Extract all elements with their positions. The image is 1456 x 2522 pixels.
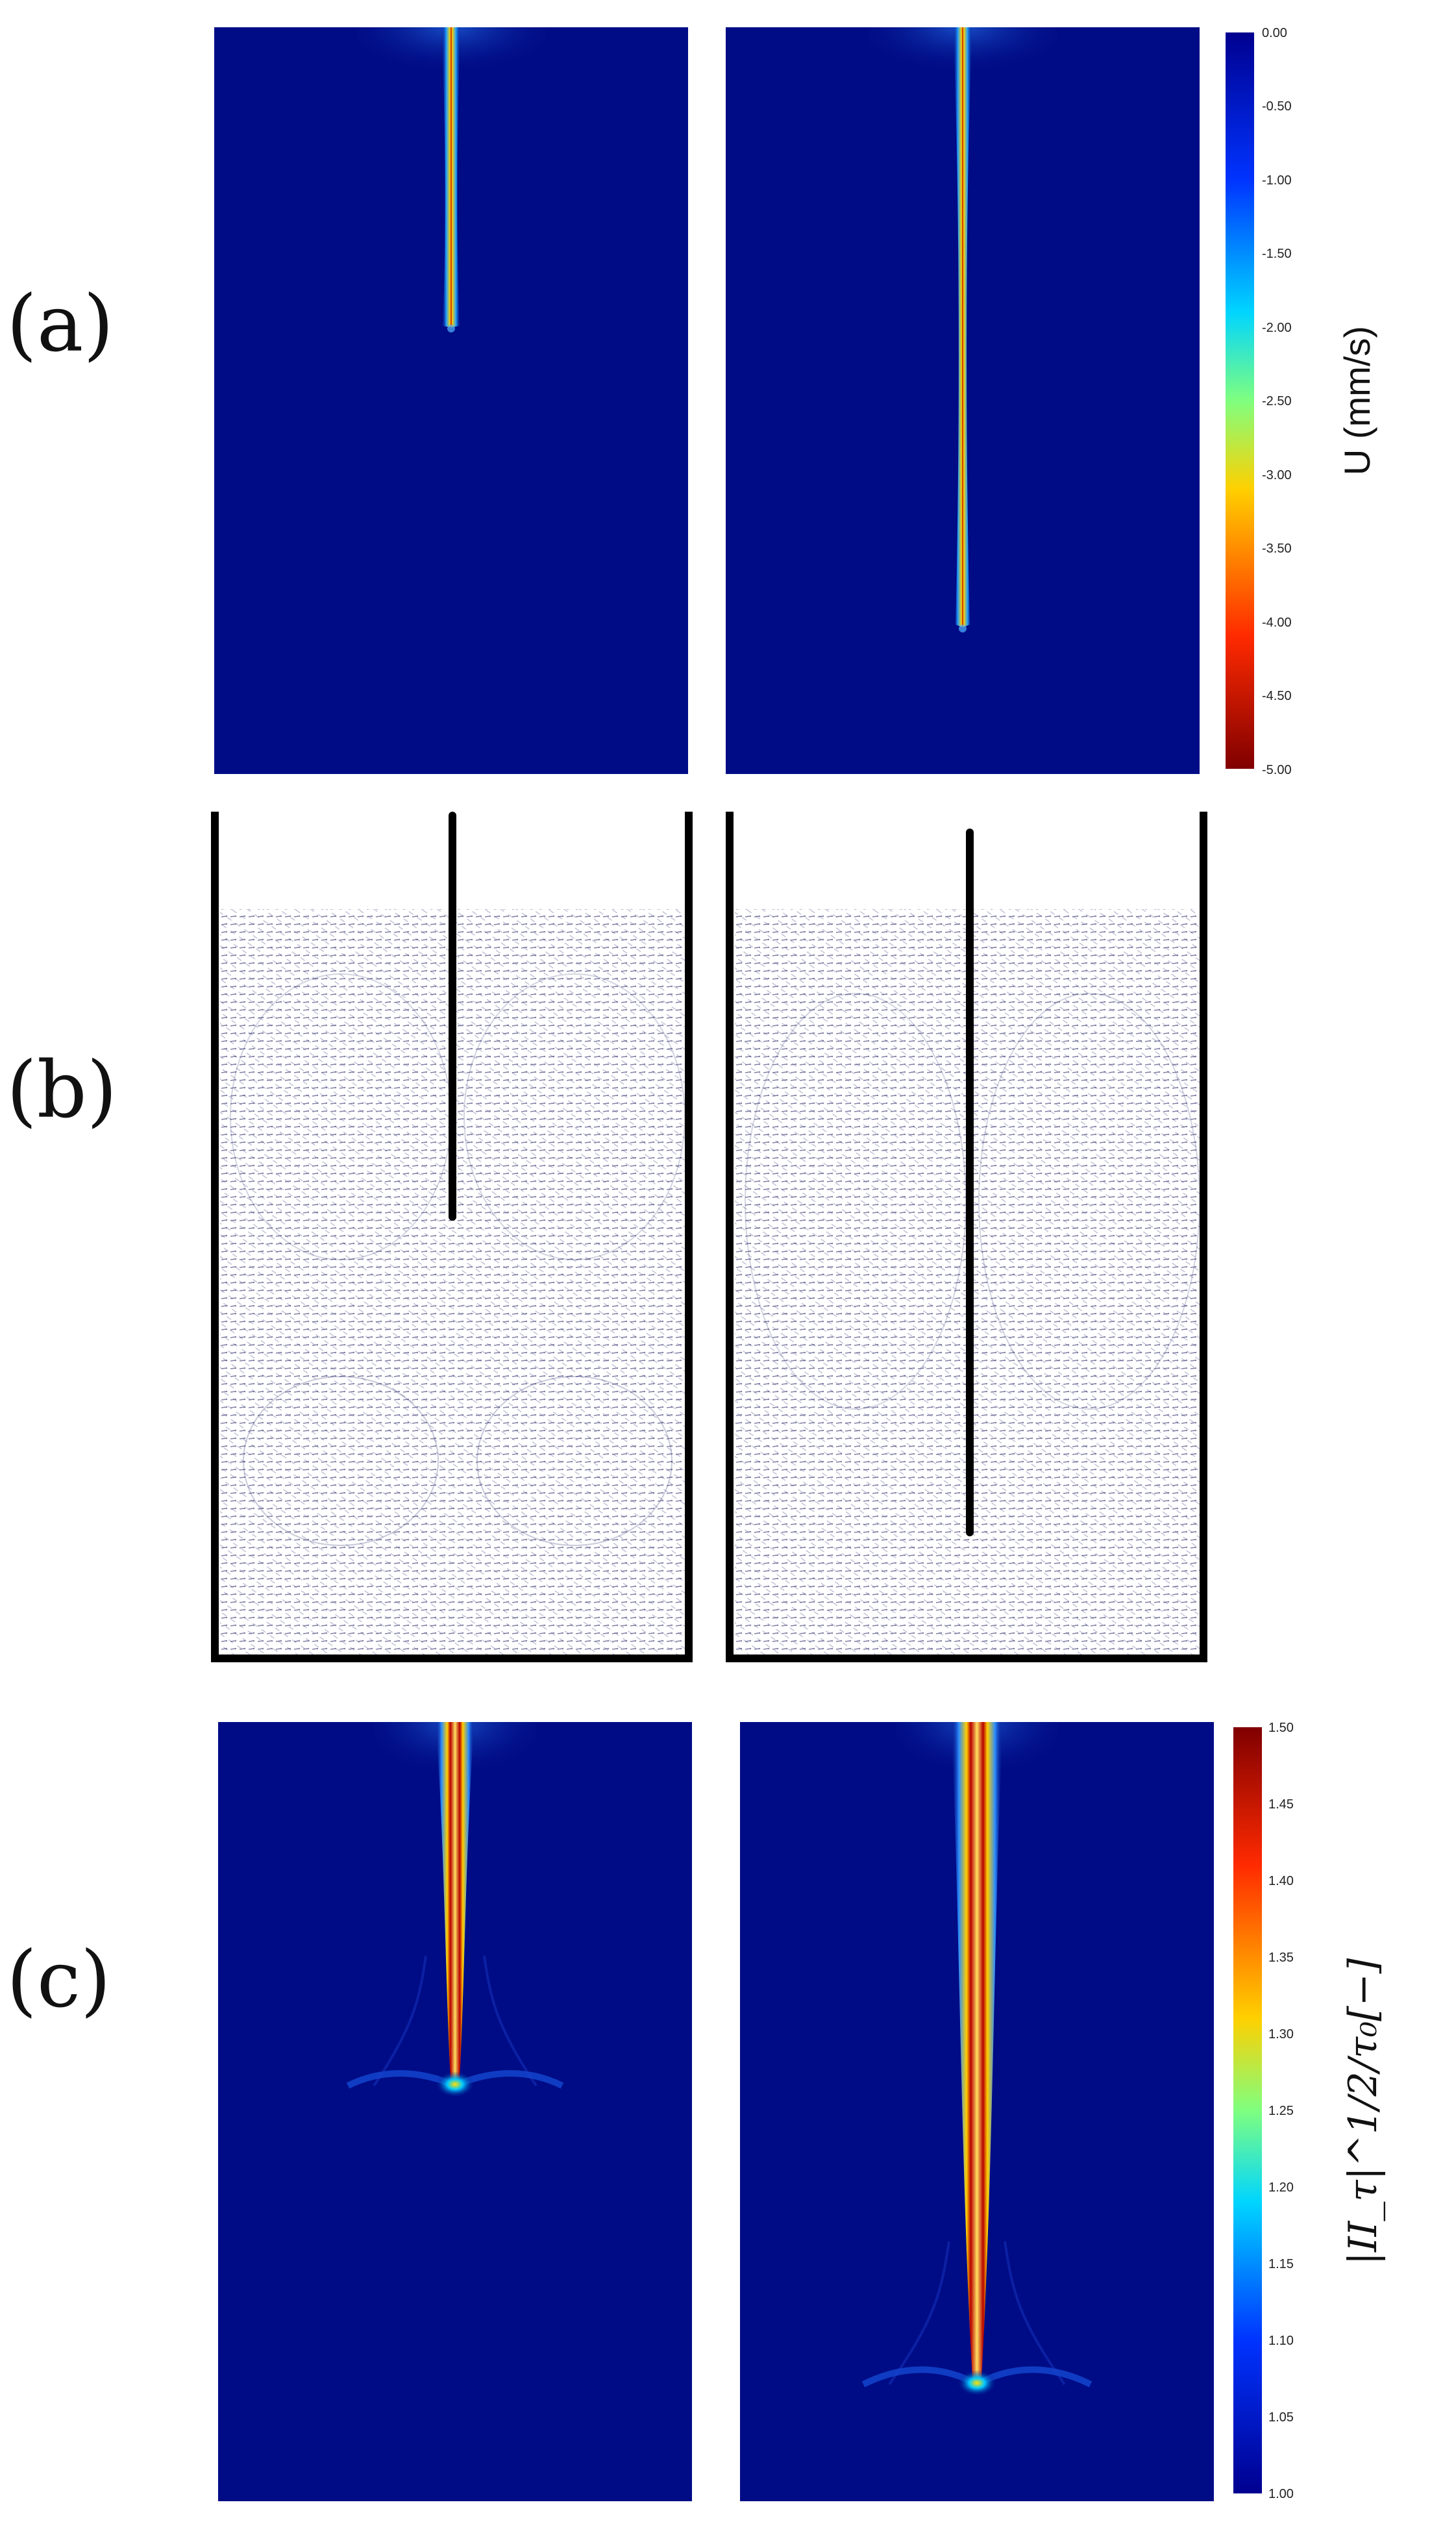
cb-a-tick-2: -1.00 [1262,173,1292,188]
container-floor [211,1654,693,1662]
cb-c-tick-8: 1.10 [1268,2334,1294,2348]
cb-c-tick-7: 1.15 [1268,2257,1294,2271]
cb-c-tick-5: 1.25 [1268,2104,1294,2118]
cb-c-tick-1: 1.45 [1268,1797,1294,1812]
panel-label-a: (a) [6,279,114,369]
cb-c-tick-2: 1.40 [1268,1874,1294,1888]
cb-a-tick-1: -0.50 [1262,99,1292,114]
colorbar-stress-title: |II_τ|^1/2/τ₀[−] [1340,1958,1386,2265]
vector-field-left [211,812,698,1669]
container-wall-left [211,812,219,1662]
cb-a-tick-10: -5.00 [1262,763,1292,774]
stress-field-left [218,1722,692,2501]
container-wall-left [726,812,734,1662]
panel-label-b: (b) [6,1045,117,1136]
cb-c-tick-9: 1.05 [1268,2410,1294,2425]
cb-a-tick-5: -2.50 [1262,394,1292,408]
container-wall-right [685,812,693,1662]
cb-a-tick-4: -2.00 [1262,321,1292,335]
cb-c-tick-10: 1.00 [1268,2487,1294,2501]
colorbar-velocity-title: U (mm/s) [1337,326,1377,475]
velocity-field-right [726,27,1200,774]
cb-a-tick-8: -4.00 [1262,616,1292,630]
cb-c-tick-3: 1.35 [1268,1951,1294,1965]
stress-field-right [740,1722,1214,2501]
rod [966,829,974,1536]
cb-a-tick-6: -3.00 [1262,468,1292,482]
cb-c-tick-6: 1.20 [1268,2180,1294,2195]
velocity-field-left [214,27,688,774]
cb-c-tick-0: 1.50 [1268,1722,1294,1735]
colorbar-stress: 1.50 1.45 1.40 1.35 1.30 1.25 1.20 1.15 … [1233,1722,1428,2501]
colorbar-stress-ticks: 1.50 1.45 1.40 1.35 1.30 1.25 1.20 1.15 … [1268,1722,1294,2501]
colorbar-velocity-ramp [1226,32,1254,769]
cb-a-tick-3: -1.50 [1262,247,1292,261]
vector-field-right [726,812,1219,1669]
panel-label-c: (c) [6,1935,111,2025]
container-floor [726,1654,1207,1662]
colorbar-velocity-ticks: 0.00 -0.50 -1.00 -1.50 -2.00 -2.50 -3.00… [1262,27,1292,774]
cb-a-tick-9: -4.50 [1262,689,1292,703]
colorbar-velocity: 0.00 -0.50 -1.00 -1.50 -2.00 -2.50 -3.00… [1220,27,1428,774]
container-wall-right [1200,812,1207,1662]
colorbar-stress-ramp [1233,1727,1262,2493]
cb-a-tick-0: 0.00 [1262,27,1287,40]
rod [449,812,456,1221]
cb-a-tick-7: -3.50 [1262,542,1292,556]
cb-c-tick-4: 1.30 [1268,2027,1294,2041]
